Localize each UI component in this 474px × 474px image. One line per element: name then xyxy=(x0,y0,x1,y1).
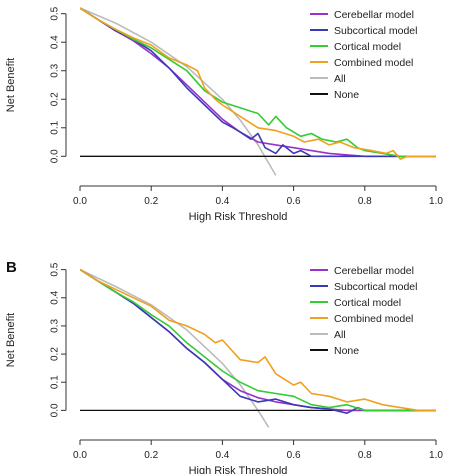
series-line-all xyxy=(80,7,277,176)
legend-label-none: None xyxy=(334,345,359,357)
x-tick-label: 0.2 xyxy=(144,196,158,207)
series-line-combined-model xyxy=(80,7,436,160)
series-line-cerebellar-model xyxy=(80,7,436,158)
series-line-cortical-model xyxy=(80,268,436,412)
y-tick-label: 0.1 xyxy=(49,120,60,134)
x-tick-label: 0.4 xyxy=(215,450,229,461)
y-tick-label: 0.3 xyxy=(50,63,61,77)
x-tick-label: 0.0 xyxy=(73,450,87,461)
x-tick-label: 0.8 xyxy=(358,450,372,461)
x-tick-label: 0.4 xyxy=(215,196,229,207)
series-line-combined-model xyxy=(80,268,436,412)
x-tick-label: 1.0 xyxy=(429,450,443,461)
y-tick-label: 0.4 xyxy=(50,290,61,304)
legend-label-cerebellar-model: Cerebellar model xyxy=(334,265,414,277)
y-axis-title: Net Benefit xyxy=(5,58,17,112)
x-axis-title: High Risk Threshold xyxy=(189,211,288,223)
x-axis-title: High Risk Threshold xyxy=(189,465,288,474)
legend-label-all: All xyxy=(334,329,346,341)
y-tick-label: 0.0 xyxy=(50,403,61,417)
legend-label-cerebellar-model: Cerebellar model xyxy=(334,9,414,21)
x-tick-label: 1.0 xyxy=(429,196,443,207)
legend-label-subcortical-model: Subcortical model xyxy=(334,25,417,37)
legend-label-combined-model: Combined model xyxy=(334,313,413,325)
y-tick-label: 0.4 xyxy=(50,35,61,49)
x-tick-label: 0.2 xyxy=(144,450,158,461)
y-tick-label: 0.2 xyxy=(50,92,61,106)
legend-label-none: None xyxy=(334,89,359,101)
y-tick-label: 0.5 xyxy=(50,6,61,20)
y-axis-title: Net Benefit xyxy=(5,313,17,367)
legend-label-cortical-model: Cortical model xyxy=(334,297,401,309)
y-tick-label: 0.2 xyxy=(50,347,61,361)
y-tick-label: 0.3 xyxy=(50,319,61,333)
x-tick-label: 0.8 xyxy=(358,196,372,207)
legend-label-all: All xyxy=(334,73,346,85)
legend-label-cortical-model: Cortical model xyxy=(334,41,401,53)
series-line-all xyxy=(80,268,270,428)
panel-letter: B xyxy=(6,259,17,276)
x-tick-label: 0.6 xyxy=(287,450,301,461)
y-tick-label: 0.0 xyxy=(50,149,61,163)
x-tick-label: 0.6 xyxy=(287,196,301,207)
series-line-subcortical-model xyxy=(80,268,436,414)
legend-label-combined-model: Combined model xyxy=(334,57,413,69)
panel-a: 0.0 0.1 0.2 0.3 0.4 0.5 0.0 0.2 0.4 0.6 0.8 1.0 High… xyxy=(5,6,443,223)
legend-label-subcortical-model: Subcortical model xyxy=(334,281,417,293)
y-tick-label: 0.1 xyxy=(50,375,61,389)
legend: Cerebellar model Subcortical model Cortica… xyxy=(310,9,417,101)
legend: Cerebellar model Subcortical model Cortica… xyxy=(310,265,417,357)
panel-b: B 0.0 0.1 0.2 0.3 0.4 0.5 0.0 0.2 0.4 0.6 0.8 1.0 Hig… xyxy=(5,259,443,474)
x-tick-label: 0.0 xyxy=(73,196,87,207)
y-tick-label: 0.5 xyxy=(50,262,61,276)
